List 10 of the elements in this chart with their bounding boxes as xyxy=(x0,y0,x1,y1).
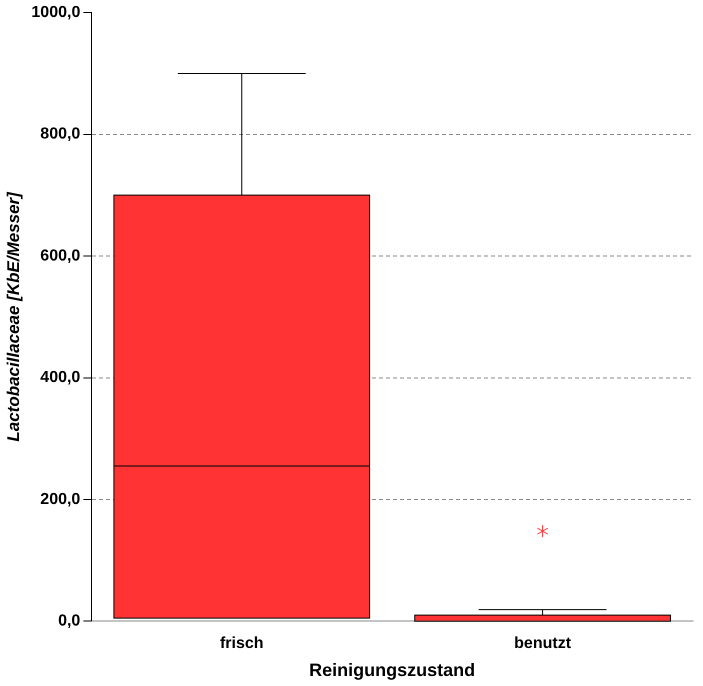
y-tick-label: 600,0 xyxy=(40,247,80,264)
y-axis-title: Lactobacillaceae [KbE/Messer] xyxy=(4,190,23,442)
y-tick-label: 1000,0 xyxy=(31,4,80,22)
y-tick-label: 400,0 xyxy=(40,369,80,386)
x-tick-label: frisch xyxy=(220,635,264,652)
y-tick-label: 800,0 xyxy=(40,126,80,143)
x-tick-label: benutzt xyxy=(514,635,572,652)
x-axis-title: Reinigungszustand xyxy=(309,660,476,680)
y-tick-label: 0,0 xyxy=(58,612,80,630)
y-tick-label: 200,0 xyxy=(40,490,80,508)
